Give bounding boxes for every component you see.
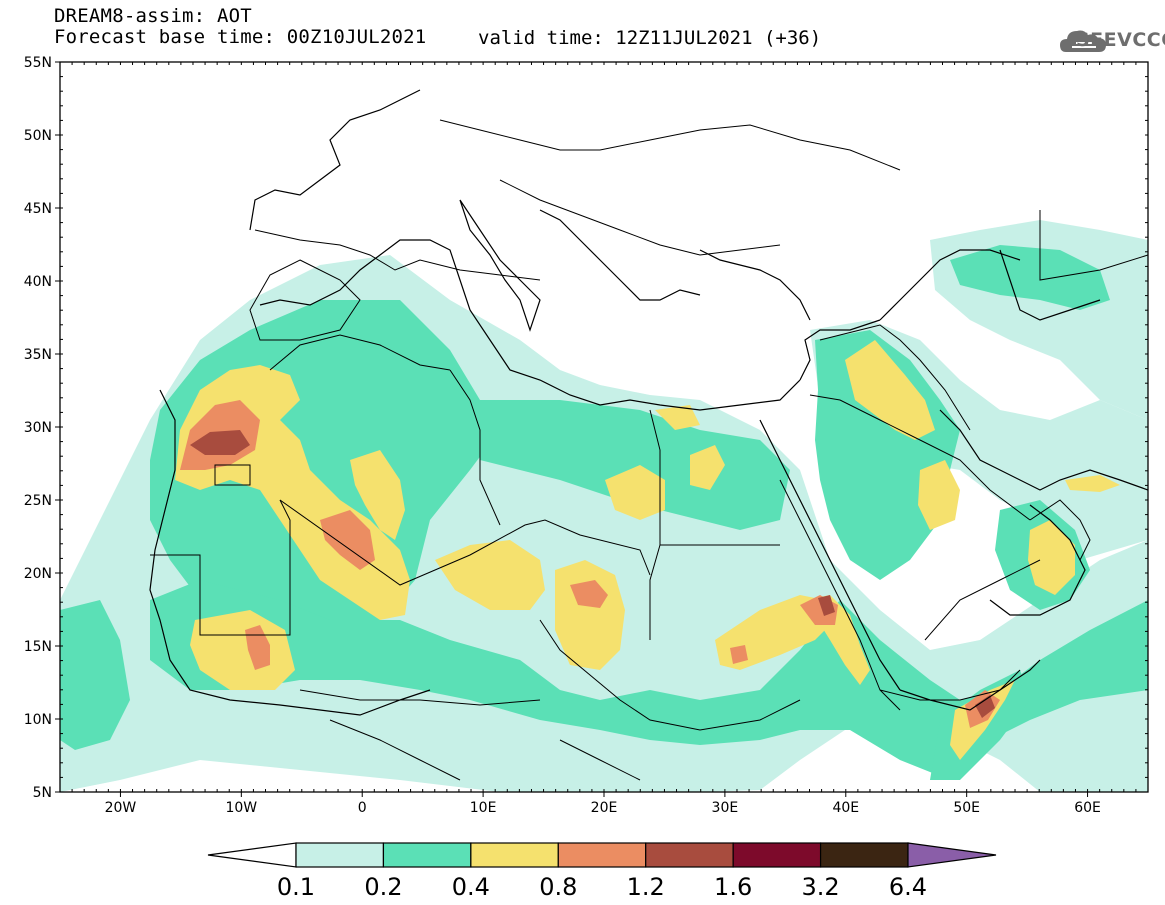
aot-1-2-somalia (975, 695, 995, 718)
colorbar-box (819, 842, 909, 868)
colorbar-box (295, 842, 385, 868)
colorbar-label: 1.6 (714, 873, 752, 901)
colorbar-box (645, 842, 734, 868)
aot-0-4-libya (605, 465, 665, 520)
lon-tick-label: 30E (712, 800, 739, 816)
colorbar-label: 0.1 (277, 873, 315, 901)
colorbar-box (470, 842, 559, 868)
logo-text: SEEVCCC (1076, 29, 1165, 51)
aot-0-2-sahel (150, 580, 1148, 780)
aot-0-4-egypt (690, 445, 725, 490)
lat-tick-label: 35N (24, 347, 52, 363)
lat-tick-label: 50N (24, 128, 52, 144)
aot-0-4-niger (435, 540, 545, 610)
aot-0-8-sudan (730, 645, 748, 664)
colorbar-box (732, 842, 822, 868)
aot-field (60, 89, 1148, 792)
cloud-logo-icon (1060, 30, 1106, 52)
country-borders (150, 119, 1148, 781)
aot-0-4-mali (190, 610, 295, 690)
aot-0-8-algeria (320, 510, 375, 570)
aot-0-2-libya (480, 400, 790, 530)
valid-time: valid time: 12Z11JUL2021 (+36) (478, 27, 822, 49)
lon-tick-label: 20E (591, 800, 618, 816)
lat-tick-label: 5N (33, 785, 52, 801)
lat-tick-label: 55N (24, 55, 52, 71)
aot-0-2-arabia (815, 330, 960, 580)
colorbar-arrow-low (207, 842, 297, 868)
aot-0-8-chad (570, 580, 608, 608)
aot-0-4-egypt-north (655, 405, 700, 430)
lon-tick-label: 40E (832, 800, 859, 816)
colorbar-label: 3.2 (801, 873, 839, 901)
lat-tick-label: 25N (24, 493, 52, 509)
lon-tick-label: 20W (105, 800, 137, 816)
lon-tick-label: 10W (225, 800, 257, 816)
longitude-axis: 20W 10W 0 10E 20E 30E 40E 50E 60E (59, 62, 1149, 816)
colorbar-label: 0.4 (452, 873, 490, 901)
colorbar-label: 0.8 (539, 873, 577, 901)
aot-0-8-mali (245, 625, 270, 670)
aot-0-4-saudi (918, 460, 960, 530)
aot-0-2-atlantic (60, 600, 130, 750)
aot-0-2-caspian (950, 245, 1110, 310)
lon-tick-label: 10E (470, 800, 497, 816)
colorbar-label: 0.2 (364, 873, 402, 901)
aot-0-4-iraq (845, 340, 935, 440)
colorbar-box (557, 842, 647, 868)
lat-tick-label: 20N (24, 566, 52, 582)
forecast-base-time: Forecast base time: 00Z10JUL2021 (54, 26, 427, 48)
colorbar-label: 6.4 (889, 873, 927, 901)
lat-tick-label: 15N (24, 639, 52, 655)
colorbar-label: 1.2 (627, 873, 665, 901)
aot-0-4-chad (555, 560, 625, 670)
lat-tick-label: 40N (24, 274, 52, 290)
lon-tick-label: 60E (1074, 800, 1101, 816)
aot-1-2-eritrea (818, 595, 835, 616)
lat-tick-label: 10N (24, 712, 52, 728)
aot-0-4-oman (1028, 520, 1075, 595)
aot-0-4-algeria-plume (350, 450, 405, 540)
lon-tick-label: 50E (953, 800, 980, 816)
aot-0-4-gulf (1065, 475, 1120, 492)
lat-tick-label: 45N (24, 201, 52, 217)
colorbar: 0.1 0.2 0.4 0.8 1.2 1.6 3.2 6.4 (207, 842, 997, 901)
map-title-line1: DREAM8-assim: AOT (54, 5, 252, 27)
aot-1-2-morocco (190, 430, 250, 455)
colorbar-arrow-high (907, 842, 997, 868)
colorbar-box (382, 842, 472, 868)
lon-tick-label: 0 (358, 800, 367, 816)
lat-tick-label: 30N (24, 420, 52, 436)
coastlines (149, 89, 1148, 716)
